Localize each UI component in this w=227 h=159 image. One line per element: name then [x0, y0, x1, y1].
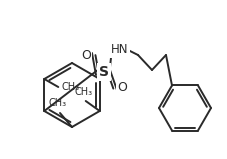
Text: O: O [81, 49, 91, 62]
Text: HN: HN [111, 44, 128, 56]
Text: CH₃: CH₃ [49, 98, 67, 108]
Text: CH₃: CH₃ [61, 82, 79, 92]
Text: CH₃: CH₃ [74, 87, 92, 97]
Text: O: O [116, 82, 126, 94]
Text: S: S [99, 65, 109, 79]
